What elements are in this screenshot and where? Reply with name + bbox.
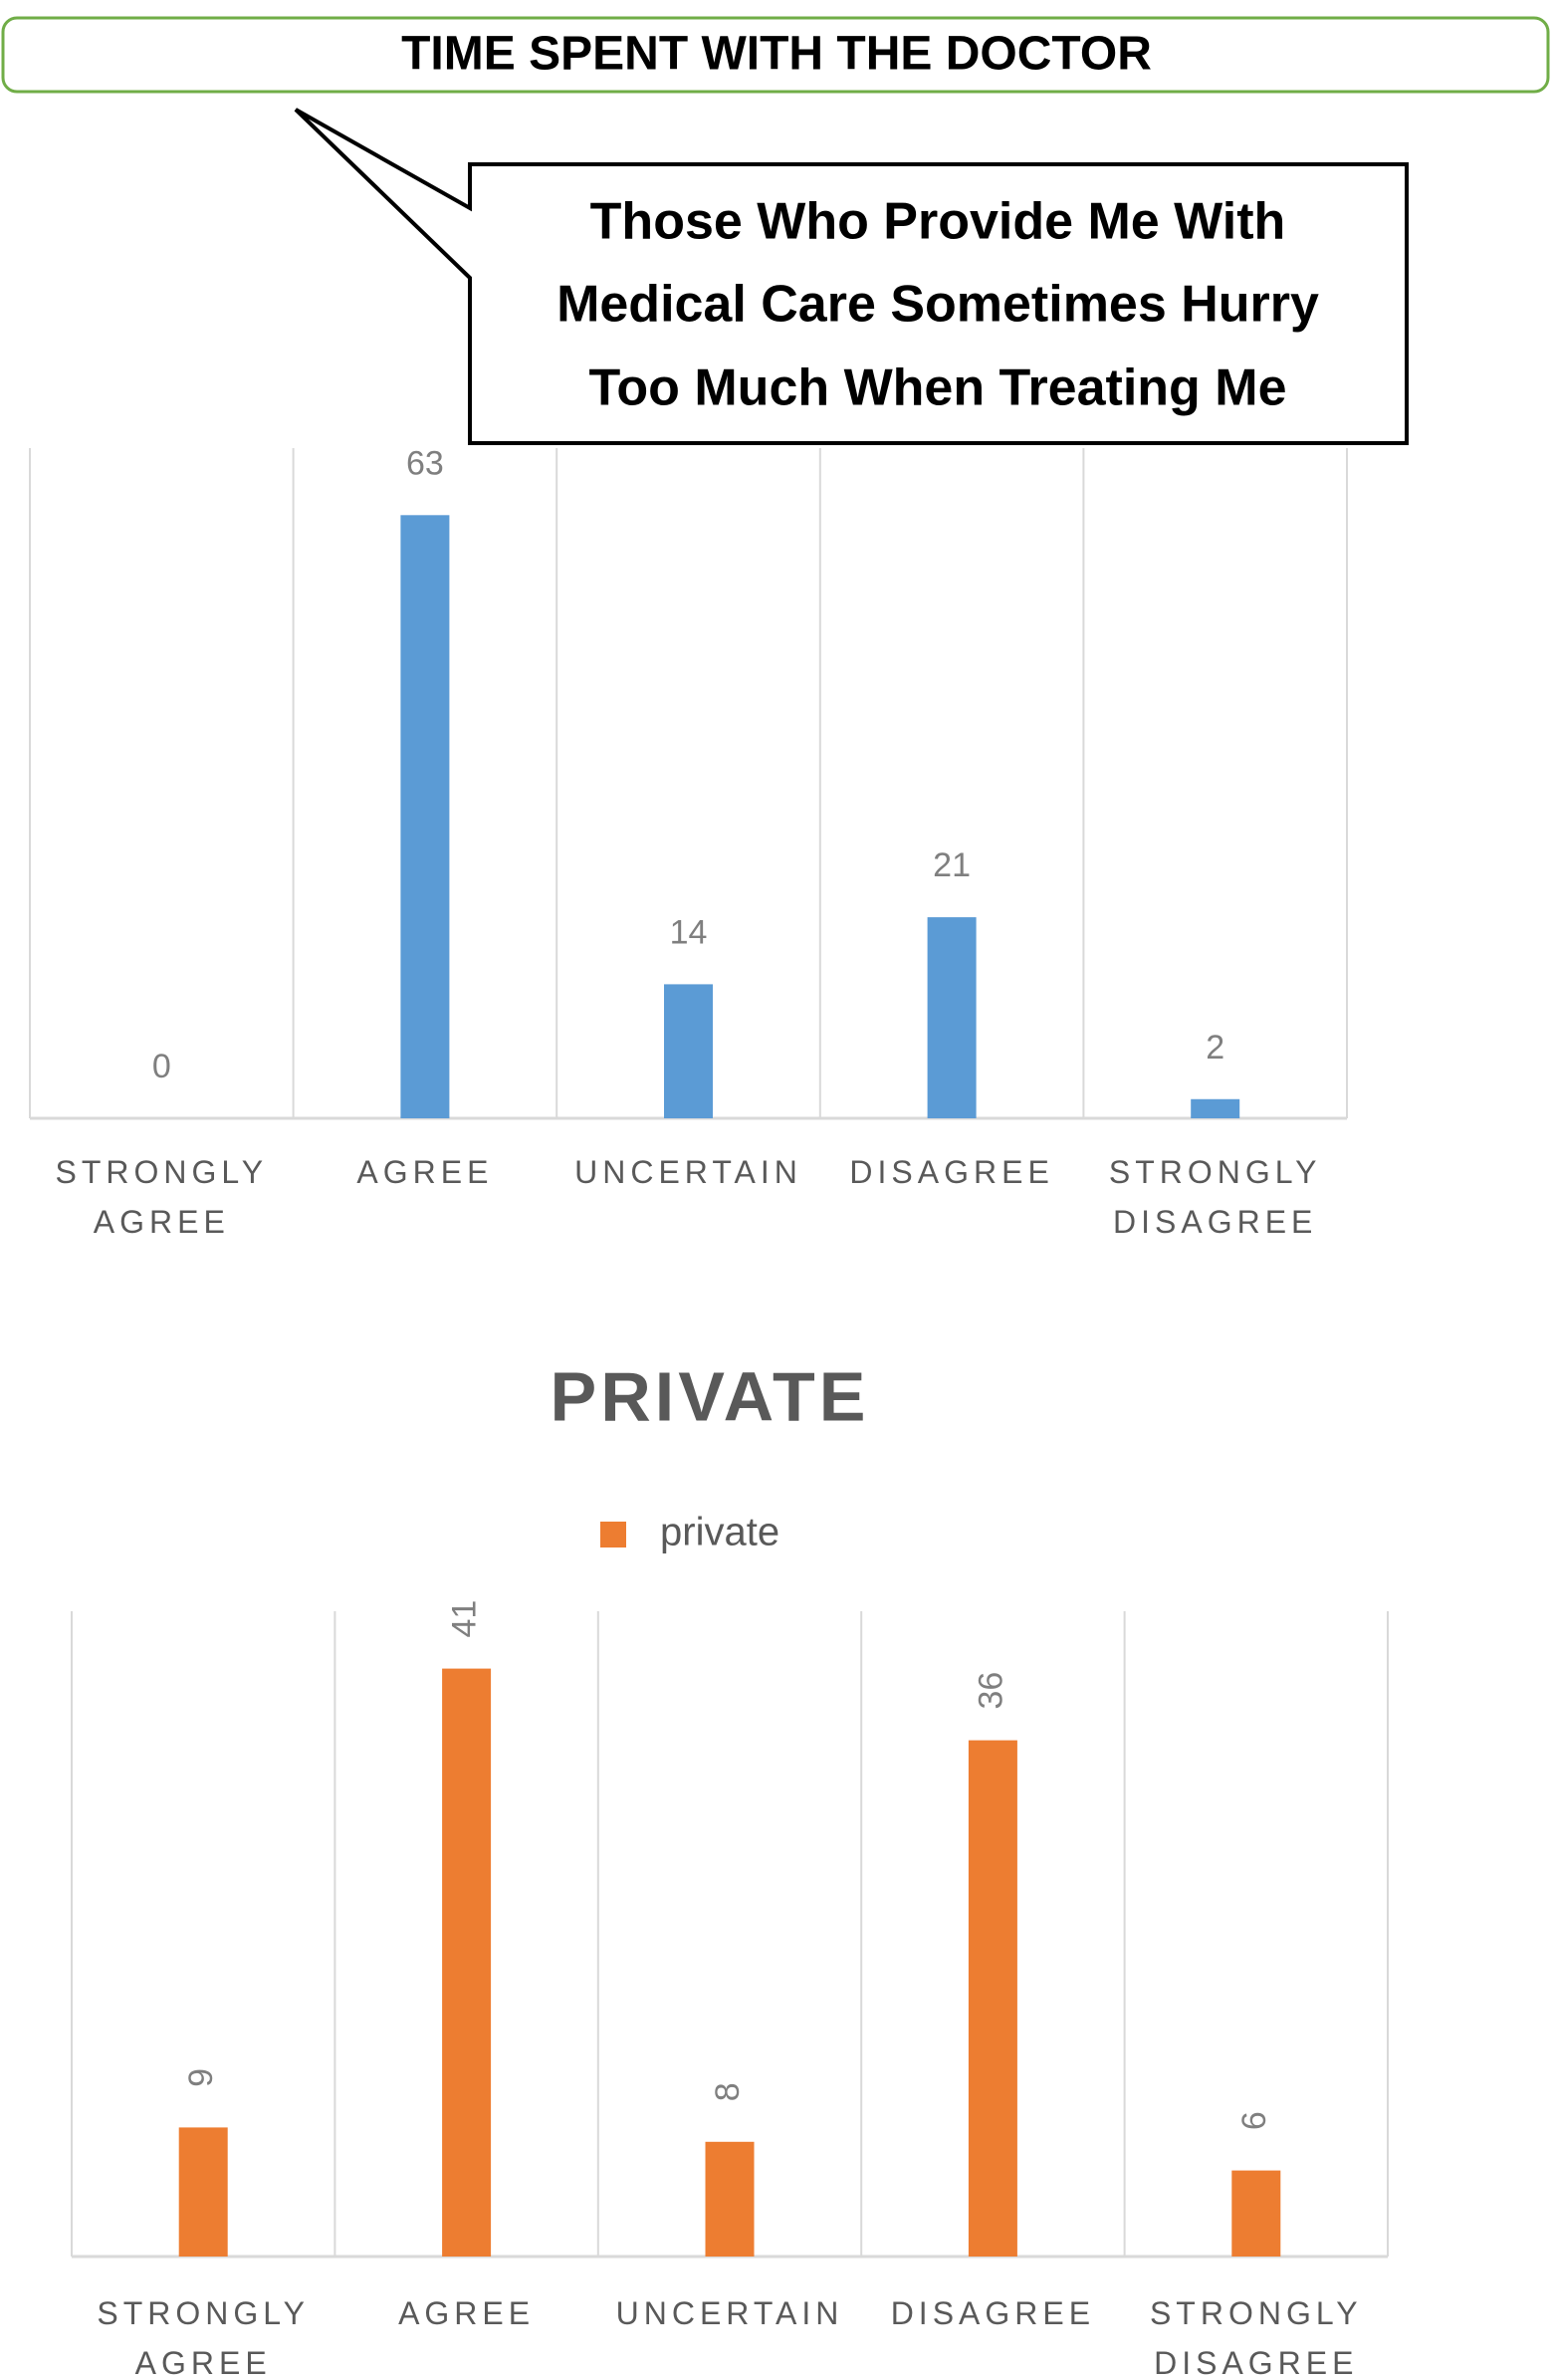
x-tick-label: AGREE [398,2295,536,2331]
x-tick-label: STRONGLY DISAGREE [1108,1154,1322,1240]
value-label: 2 [1206,1029,1224,1067]
x-tick-label: UNCERTAIN [615,2295,844,2331]
value-label: 6 [1235,2111,1273,2130]
x-tick-label: AGREE [356,1154,494,1190]
bar [400,515,450,1118]
value-label: 0 [152,1048,171,1085]
legend-swatch [600,1522,626,1547]
bar [442,1668,492,2257]
x-tick-label: DISAGREE [849,1154,1054,1190]
header-box [1,16,1550,94]
annotation-line: Medical Care Sometimes Hurry [556,276,1319,334]
value-label: 21 [933,846,971,884]
bar [968,1740,1017,2257]
value-label: 63 [406,444,444,482]
bar [1231,2170,1281,2257]
annotation-line: Those Who Provide Me With [590,193,1286,251]
value-label: 8 [709,2082,747,2101]
x-tick-label: STRONGLY AGREE [55,1154,269,1240]
bar [178,2127,228,2257]
annotation-line: Too Much When Treating Me [588,359,1286,417]
x-tick-label: UNCERTAIN [574,1154,802,1190]
x-tick-label: STRONGLY DISAGREE [1149,2295,1363,2380]
value-label: 14 [670,913,708,951]
bar [664,984,713,1118]
value-label: 9 [182,2068,220,2087]
value-label: 36 [972,1672,1009,1710]
x-tick-label: DISAGREE [890,2295,1096,2331]
header-title: TIME SPENT WITH THE DOCTOR [401,28,1152,81]
bar [705,2141,755,2257]
chart-title: PRIVATE [551,1357,870,1435]
bar [927,917,977,1118]
callout [294,108,1409,445]
value-label: 41 [446,1600,484,1638]
x-tick-label: STRONGLY AGREE [97,2295,311,2380]
bar [1191,1098,1240,1118]
legend-label: private [660,1511,779,1554]
